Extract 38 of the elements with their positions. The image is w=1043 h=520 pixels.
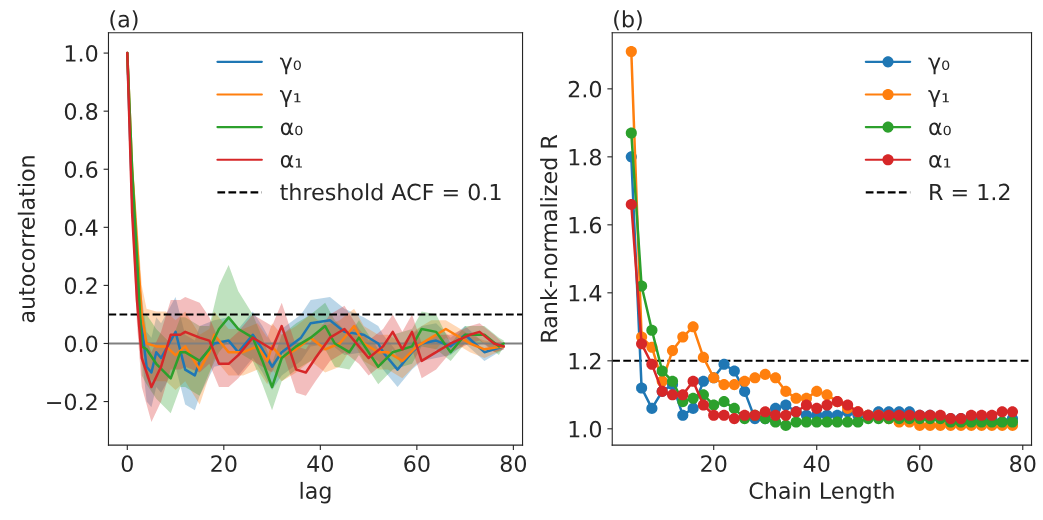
legend-label: R = 1.2: [930, 183, 1010, 201]
y-tick-label: 0.0: [64, 335, 98, 353]
y-tick-label: 0.2: [64, 277, 97, 295]
x-tick-label: 40: [803, 455, 830, 473]
y-tick-label: 1.0: [65, 45, 98, 62]
x-tick-label: 60: [907, 455, 933, 473]
y-tick-label: 1.4: [569, 285, 602, 302]
x-axis-title: lag: [300, 481, 331, 504]
legend-label: γ₀: [279, 57, 301, 75]
x-tick-label: 60: [404, 455, 430, 473]
x-tick-label: 40: [307, 455, 333, 473]
x-axis-title: Chain Length: [749, 481, 894, 504]
x-tick-label: 0: [121, 455, 133, 473]
legend-label: α₁: [929, 155, 951, 168]
legend-label: α₀: [929, 122, 951, 136]
y-tick-label: 0.4: [64, 219, 98, 237]
y-axis-title: autocorrelation: [17, 156, 35, 323]
y-tick-label: −0.2: [47, 393, 97, 411]
y-tick-label: 1.2: [569, 352, 601, 370]
legend-label: α₀: [280, 122, 303, 136]
chart-title: (a): [110, 10, 138, 31]
legend-label: α₁: [280, 155, 302, 168]
x-tick-label: 20: [701, 455, 727, 473]
y-tick-label: 1.0: [569, 420, 602, 438]
legend-label: γ₁: [928, 90, 949, 107]
y-tick-label: 0.8: [64, 103, 98, 120]
y-tick-label: 1.8: [569, 148, 601, 166]
legend-label: γ₁: [279, 90, 301, 107]
legend-label: γ₀: [928, 57, 950, 75]
chart-title: (b): [614, 10, 642, 31]
legend-label: threshold ACF = 0.1: [280, 183, 501, 201]
y-tick-label: 1.6: [569, 216, 602, 234]
y-tick-label: 0.6: [64, 161, 98, 178]
x-tick-label: 20: [211, 455, 237, 473]
y-tick-label: 2.0: [568, 80, 602, 98]
x-tick-label: 80: [1010, 455, 1036, 473]
y-axis-title: Rank-normalized R: [540, 134, 558, 342]
x-tick-label: 80: [500, 455, 527, 473]
